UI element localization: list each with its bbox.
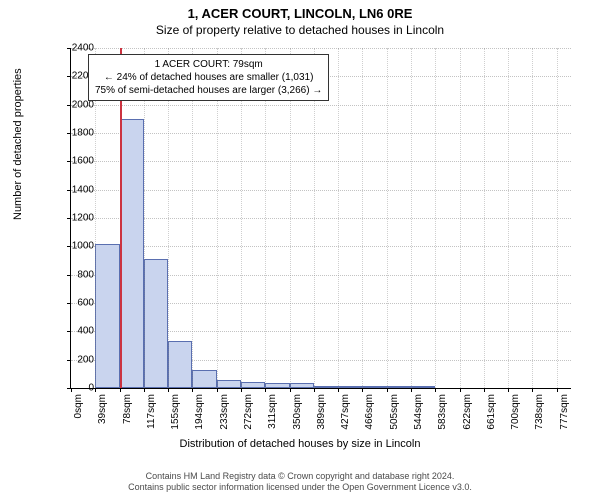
- x-tick-label: 427sqm: [340, 394, 351, 430]
- histogram-bar: [338, 386, 362, 388]
- y-tick-label: 1000: [54, 241, 94, 252]
- y-tick-label: 2400: [54, 43, 94, 54]
- x-tick-label: 78sqm: [122, 394, 133, 424]
- x-tick-label: 389sqm: [316, 394, 327, 430]
- y-tick-label: 800: [54, 269, 94, 280]
- footer-line1: Contains HM Land Registry data © Crown c…: [146, 471, 455, 481]
- histogram-bar: [144, 259, 168, 388]
- histogram-bar: [95, 244, 119, 389]
- x-tick-label: 777sqm: [559, 394, 570, 430]
- y-tick-label: 1200: [54, 213, 94, 224]
- x-tick-label: 583sqm: [437, 394, 448, 430]
- chart-title: 1, ACER COURT, LINCOLN, LN6 0RE: [0, 0, 600, 21]
- y-tick-label: 1400: [54, 184, 94, 195]
- x-tick-label: 622sqm: [462, 394, 473, 430]
- x-axis-label: Distribution of detached houses by size …: [0, 438, 600, 450]
- x-tick-label: 544sqm: [413, 394, 424, 430]
- histogram-bar: [192, 370, 216, 388]
- histogram-bar: [411, 386, 435, 388]
- x-tick-label: 505sqm: [389, 394, 400, 430]
- x-tick-label: 272sqm: [243, 394, 254, 430]
- x-tick-label: 311sqm: [267, 394, 278, 429]
- x-tick-label: 155sqm: [170, 394, 181, 430]
- histogram-bar: [387, 386, 411, 388]
- y-axis-label: Number of detached properties: [12, 68, 24, 220]
- x-tick-label: 466sqm: [364, 394, 375, 430]
- info-line1: 1 ACER COURT: 79sqm: [95, 58, 322, 71]
- y-tick-label: 200: [54, 354, 94, 365]
- histogram-bar: [241, 382, 265, 388]
- info-line2: ← 24% of detached houses are smaller (1,…: [95, 71, 322, 84]
- y-tick-label: 0: [54, 383, 94, 394]
- info-annotation-box: 1 ACER COURT: 79sqm← 24% of detached hou…: [88, 54, 329, 101]
- license-footer: Contains HM Land Registry data © Crown c…: [0, 471, 600, 494]
- y-tick-label: 600: [54, 298, 94, 309]
- footer-line2: Contains public sector information licen…: [128, 482, 472, 492]
- y-tick-label: 1800: [54, 128, 94, 139]
- x-tick-label: 700sqm: [510, 394, 521, 430]
- histogram-bar: [120, 119, 144, 388]
- chart-subtitle: Size of property relative to detached ho…: [0, 21, 600, 37]
- histogram-bar: [314, 386, 338, 388]
- info-line3: 75% of semi-detached houses are larger (…: [95, 84, 322, 97]
- x-tick-label: 738sqm: [534, 394, 545, 430]
- x-tick-label: 39sqm: [97, 394, 108, 424]
- x-tick-label: 0sqm: [73, 394, 84, 418]
- histogram-bar: [168, 341, 192, 388]
- histogram-bar: [290, 383, 314, 388]
- y-tick-label: 1600: [54, 156, 94, 167]
- x-tick-label: 233sqm: [219, 394, 230, 430]
- histogram-bar: [362, 386, 386, 388]
- x-tick-label: 194sqm: [194, 394, 205, 430]
- histogram-bar: [265, 383, 289, 388]
- histogram-bar: [217, 380, 241, 389]
- x-tick-label: 661sqm: [486, 394, 497, 430]
- x-tick-label: 117sqm: [146, 394, 157, 429]
- y-tick-label: 400: [54, 326, 94, 337]
- x-tick-label: 350sqm: [292, 394, 303, 430]
